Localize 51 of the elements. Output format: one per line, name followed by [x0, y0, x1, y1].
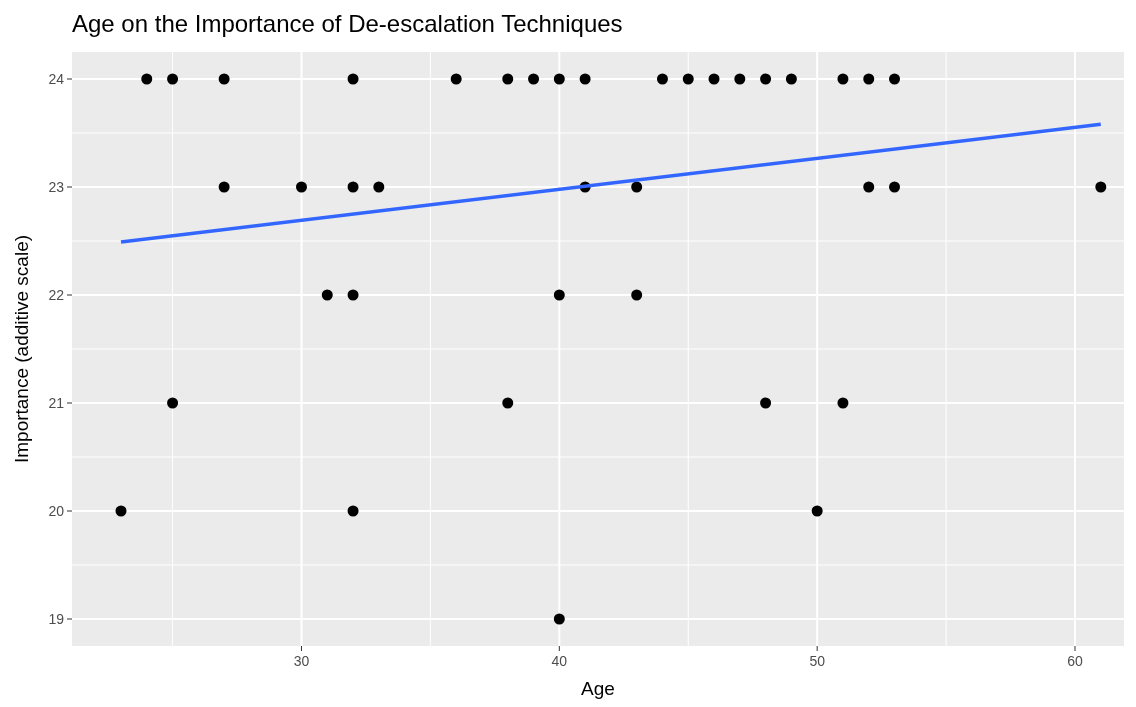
point [631, 181, 643, 193]
point [837, 397, 849, 409]
point [167, 397, 179, 409]
point [579, 73, 591, 85]
point [889, 73, 901, 85]
y-axis-title: Importance (additive scale) [11, 234, 32, 464]
x-axis-title: Age [581, 678, 615, 699]
point [1095, 181, 1107, 193]
point [167, 73, 179, 85]
point [811, 505, 823, 517]
point [553, 613, 565, 625]
point [115, 505, 127, 517]
point [347, 289, 359, 301]
y-tick-label: 21 [48, 395, 65, 411]
point [218, 73, 230, 85]
y-tick-label: 23 [48, 179, 65, 195]
y-tick-label: 19 [48, 611, 65, 627]
point [218, 181, 230, 193]
point [863, 181, 875, 193]
point [141, 73, 153, 85]
x-tick-label: 40 [551, 653, 568, 669]
point [760, 397, 772, 409]
point [631, 289, 643, 301]
point [295, 181, 307, 193]
point [760, 73, 772, 85]
point [682, 73, 694, 85]
point [347, 73, 359, 85]
point [553, 289, 565, 301]
point [734, 73, 746, 85]
point [373, 181, 385, 193]
x-tick-label: 30 [293, 653, 310, 669]
point [553, 73, 565, 85]
x-tick-label: 60 [1067, 653, 1084, 669]
point [656, 73, 668, 85]
chart-title: Age on the Importance of De-escalation Techniques [72, 10, 623, 37]
point [450, 73, 462, 85]
point [502, 73, 514, 85]
point [708, 73, 720, 85]
y-tick-label: 22 [48, 287, 65, 303]
point [889, 181, 901, 193]
point [347, 181, 359, 193]
point [863, 73, 875, 85]
y-tick-label: 24 [48, 71, 65, 87]
point [837, 73, 849, 85]
point [528, 73, 540, 85]
y-tick-label: 20 [48, 503, 65, 519]
point [785, 73, 797, 85]
point [502, 397, 514, 409]
x-tick-label: 50 [809, 653, 826, 669]
point [321, 289, 333, 301]
point [347, 505, 359, 517]
